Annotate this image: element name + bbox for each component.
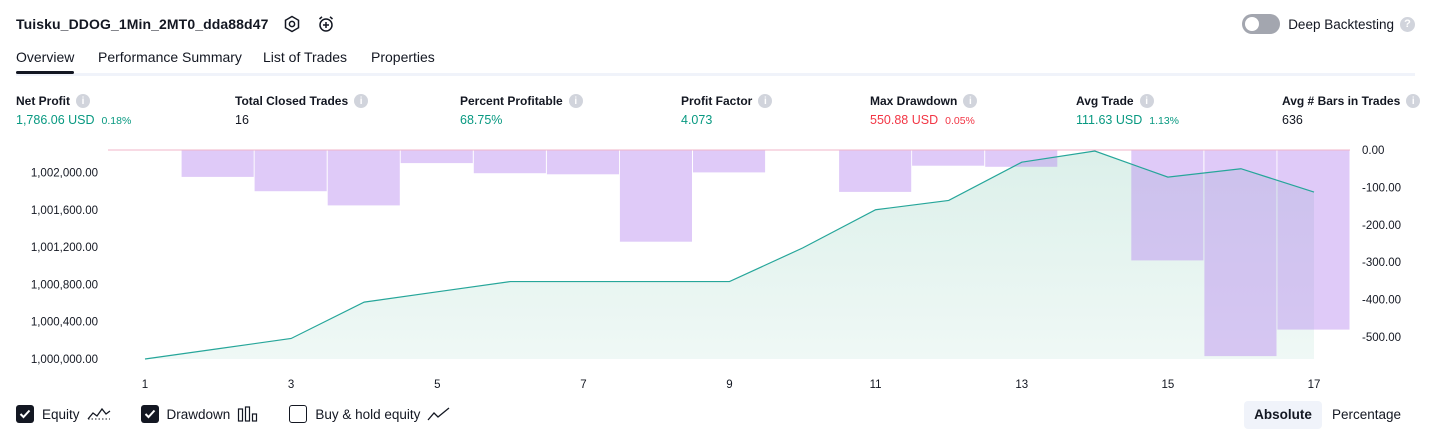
right-axis-tick-label: -300.00 [1362, 257, 1401, 269]
x-axis-tick-label: 13 [1015, 379, 1028, 391]
right-axis-tick-label: -400.00 [1362, 295, 1401, 307]
info-icon[interactable]: i [76, 94, 90, 108]
metric-label: Avg Trade [1076, 94, 1134, 108]
info-icon[interactable]: i [568, 94, 583, 108]
right-axis-tick-label: -200.00 [1362, 220, 1401, 232]
deep-backtesting-toggle[interactable] [1242, 14, 1281, 34]
tab-performance-summary[interactable]: Performance Summary [98, 49, 242, 65]
drawdown-bar [693, 150, 766, 173]
tab-overview[interactable]: Overview [16, 49, 75, 74]
drawdown-bar [912, 150, 985, 166]
checkbox-checked-icon[interactable] [16, 405, 34, 423]
equity-drawdown-chart: 1,000,000.00 1,000,400.00 1,000,800.00 1,00… [31, 145, 1401, 391]
checkbox-checked-icon[interactable] [140, 405, 159, 423]
x-axis-tick-label: 7 [580, 379, 586, 391]
info-icon[interactable]: i [1139, 94, 1154, 108]
percentage-mode-button[interactable]: Percentage [1331, 407, 1401, 422]
metric-value: 16 [235, 113, 249, 127]
legend-buy-hold-equity[interactable]: Buy & hold equity [289, 405, 451, 423]
x-axis-tick-label: 11 [870, 379, 882, 391]
right-axis-tick-label: 0.00 [1362, 145, 1384, 157]
tab-properties[interactable]: Properties [371, 49, 435, 65]
drawdown-bar [181, 150, 254, 177]
left-axis-tick-label: 1,002,000.00 [31, 168, 98, 180]
metric-percent: 0.18% [101, 115, 132, 127]
info-icon[interactable]: i [1406, 94, 1421, 108]
drawdown-bar [619, 150, 692, 242]
value-mode-switch: Absolute Percentage [1244, 401, 1411, 429]
drawdown-bar [254, 150, 327, 192]
x-axis-tick-label: 3 [288, 379, 294, 391]
metric-avg-trade: Avg Trade i 111.63 USD 1.13% [1076, 93, 1179, 129]
metric-value: 4.073 [681, 113, 713, 127]
settings-gear-icon[interactable] [282, 14, 302, 34]
checkbox-unchecked-icon[interactable] [289, 405, 308, 423]
metric-percent: 1.13% [1149, 115, 1180, 127]
tab-list-of-trades[interactable]: List of Trades [263, 49, 348, 65]
legend-label: Equity [42, 406, 80, 422]
drawdown-bar [1131, 150, 1204, 261]
left-axis-tick-label: 1,000,400.00 [31, 317, 98, 329]
info-icon[interactable]: i [758, 94, 773, 108]
metric-max-drawdown: Max Drawdown i 550.88 USD 0.05% [870, 93, 978, 129]
equity-line [144, 150, 1315, 360]
drawdown-bars-icon [237, 406, 259, 422]
info-icon[interactable]: i [963, 94, 978, 108]
metric-value: 550.88 USD [870, 113, 939, 127]
drawdown-bar [1277, 150, 1350, 330]
metric-percent: 0.05% [945, 115, 975, 127]
legend-equity[interactable]: Equity [16, 405, 111, 423]
metric-value: 636 [1282, 113, 1303, 127]
right-axis-tick-label: -100.00 [1362, 182, 1401, 194]
add-alert-icon[interactable] [316, 14, 336, 34]
deep-backtesting-label: Deep Backtesting [1288, 16, 1394, 32]
metric-avg-bars-in-trades: Avg # Bars in Trades i 636 [1282, 93, 1421, 129]
drawdown-bar [400, 150, 473, 164]
x-axis-tick-label: 1 [142, 379, 148, 391]
x-axis-tick-label: 17 [1308, 379, 1321, 391]
left-axis-tick-label: 1,000,000.00 [31, 354, 98, 366]
strategy-title: Tuisku_DDOG_1Min_2MT0_dda88d47 [16, 16, 269, 32]
legend-label: Drawdown [166, 406, 231, 422]
left-axis-tick-label: 1,001,600.00 [31, 205, 98, 217]
metric-label: Avg # Bars in Trades [1282, 94, 1401, 108]
equity-line-icon [87, 407, 111, 421]
left-axis-tick-label: 1,000,800.00 [31, 279, 98, 291]
drawdown-bar [473, 150, 546, 174]
metric-profit-factor: Profit Factor i 4.073 [681, 93, 773, 129]
legend-label: Buy & hold equity [315, 406, 421, 422]
drawdown-bar [327, 150, 400, 206]
metric-label: Profit Factor [681, 94, 753, 108]
help-icon[interactable]: ? [1400, 16, 1415, 32]
info-icon[interactable]: i [354, 94, 369, 108]
drawdown-bar [839, 150, 912, 192]
metric-label: Total Closed Trades [235, 94, 349, 108]
x-axis-tick-label: 5 [434, 379, 440, 391]
drawdown-bar [1204, 150, 1277, 357]
equity-area [145, 151, 1314, 359]
drawdown-bar [546, 150, 619, 175]
metric-percent-profitable: Percent Profitable i 68.75% [460, 93, 583, 129]
strategy-header: Tuisku_DDOG_1Min_2MT0_dda88d47 [16, 12, 336, 36]
metric-label: Max Drawdown [870, 94, 958, 108]
metric-value: 68.75% [460, 113, 503, 127]
metric-label: Net Profit [16, 94, 70, 108]
chart-legend: Equity Drawdown Buy & hold equity [16, 403, 481, 425]
metric-net-profit: Net Profit i 1,786.06 USD 0.18% [16, 93, 131, 129]
absolute-mode-button[interactable]: Absolute [1244, 401, 1322, 429]
drawdown-bar [985, 150, 1058, 167]
right-axis-tick-label: -500.00 [1362, 332, 1401, 344]
left-axis-tick-label: 1,001,200.00 [31, 242, 98, 254]
metric-value: 1,786.06 USD [16, 113, 95, 127]
legend-drawdown[interactable]: Drawdown [140, 405, 260, 423]
report-tabs: Overview Performance Summary List of Tra… [16, 44, 1415, 76]
x-axis-tick-label: 9 [726, 379, 732, 391]
metric-value: 111.63 USD [1076, 113, 1143, 127]
buy-hold-line-icon [427, 406, 451, 422]
x-axis-tick-label: 15 [1162, 379, 1175, 391]
metric-label: Percent Profitable [460, 94, 563, 108]
deep-backtesting-control: Deep Backtesting ? [1242, 13, 1415, 35]
metric-total-closed-trades: Total Closed Trades i 16 [235, 93, 369, 129]
toggle-knob [1245, 17, 1260, 31]
